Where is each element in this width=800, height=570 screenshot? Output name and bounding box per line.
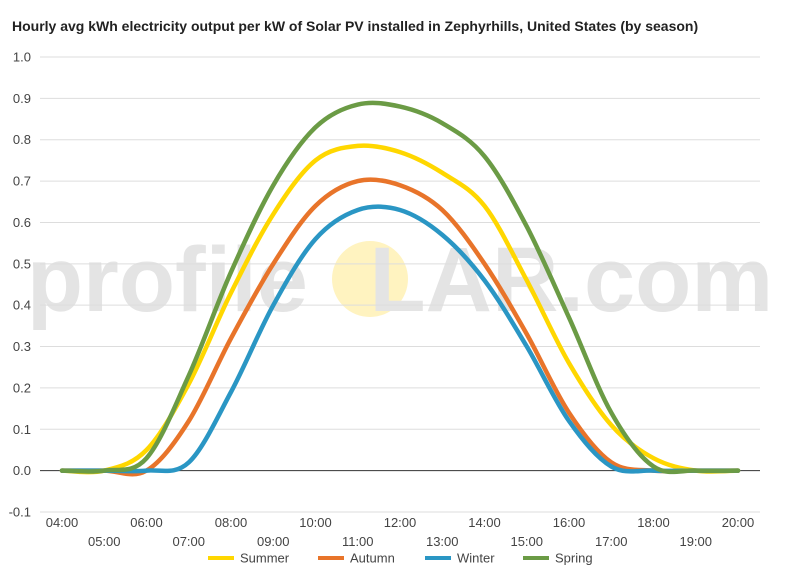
legend-label-summer: Summer	[240, 551, 290, 566]
series-lines	[59, 100, 741, 477]
x-tick-label: 16:00	[553, 515, 586, 530]
y-tick-label: 0.9	[13, 91, 31, 106]
x-tick-label: 18:00	[637, 515, 670, 530]
y-tick-label: 0.5	[13, 256, 31, 271]
x-tick-label: 04:00	[46, 515, 79, 530]
legend-label-winter: Winter	[457, 551, 495, 566]
x-tick-label: 14:00	[468, 515, 501, 530]
y-tick-label: -0.1	[9, 505, 31, 520]
x-tick-label: 08:00	[215, 515, 248, 530]
legend-label-autumn: Autumn	[350, 551, 395, 566]
y-axis: -0.1 0.0 0.1 0.2 0.3 0.4 0.5 0.6 0.7 0.8 0.9 1.0	[9, 50, 31, 520]
y-tick-label: 0.6	[13, 215, 31, 230]
y-tick-label: 0.4	[13, 298, 31, 313]
legend: Summer Autumn Winter Spring	[208, 551, 593, 566]
y-tick-label: 0.7	[13, 174, 31, 189]
x-tick-label: 09:00	[257, 534, 290, 549]
x-tick-label: 20:00	[722, 515, 755, 530]
x-axis: 04:00 05:00 06:00 07:00 08:00 09:00 10:00 11:00…	[46, 515, 755, 549]
x-tick-label: 12:00	[384, 515, 417, 530]
x-tick-label: 11:00	[342, 534, 374, 549]
x-tick-label: 07:00	[172, 534, 205, 549]
x-tick-label: 05:00	[88, 534, 121, 549]
series-line-summer	[59, 143, 741, 475]
x-tick-label: 19:00	[679, 534, 712, 549]
x-tick-label: 06:00	[130, 515, 163, 530]
chart-title: Hourly avg kWh electricity output per kW…	[12, 18, 699, 34]
watermark: profileSLAR.com	[27, 229, 773, 331]
y-tick-label: 0.3	[13, 339, 31, 354]
x-tick-label: 13:00	[426, 534, 459, 549]
series-line-autumn	[59, 177, 741, 477]
x-tick-label: 15:00	[510, 534, 543, 549]
x-tick-label: 17:00	[595, 534, 628, 549]
y-tick-label: 0.1	[13, 422, 31, 437]
watermark-text: profileSLAR.com	[27, 229, 773, 331]
x-tick-label: 10:00	[299, 515, 332, 530]
y-tick-label: 0.0	[13, 463, 31, 478]
series-line-winter	[59, 204, 741, 474]
watermark-sun	[332, 241, 408, 317]
y-tick-label: 1.0	[13, 50, 31, 65]
series-line-spring	[59, 100, 741, 475]
y-tick-label: 0.2	[13, 380, 31, 395]
y-tick-label: 0.8	[13, 132, 31, 147]
legend-label-spring: Spring	[555, 551, 593, 566]
